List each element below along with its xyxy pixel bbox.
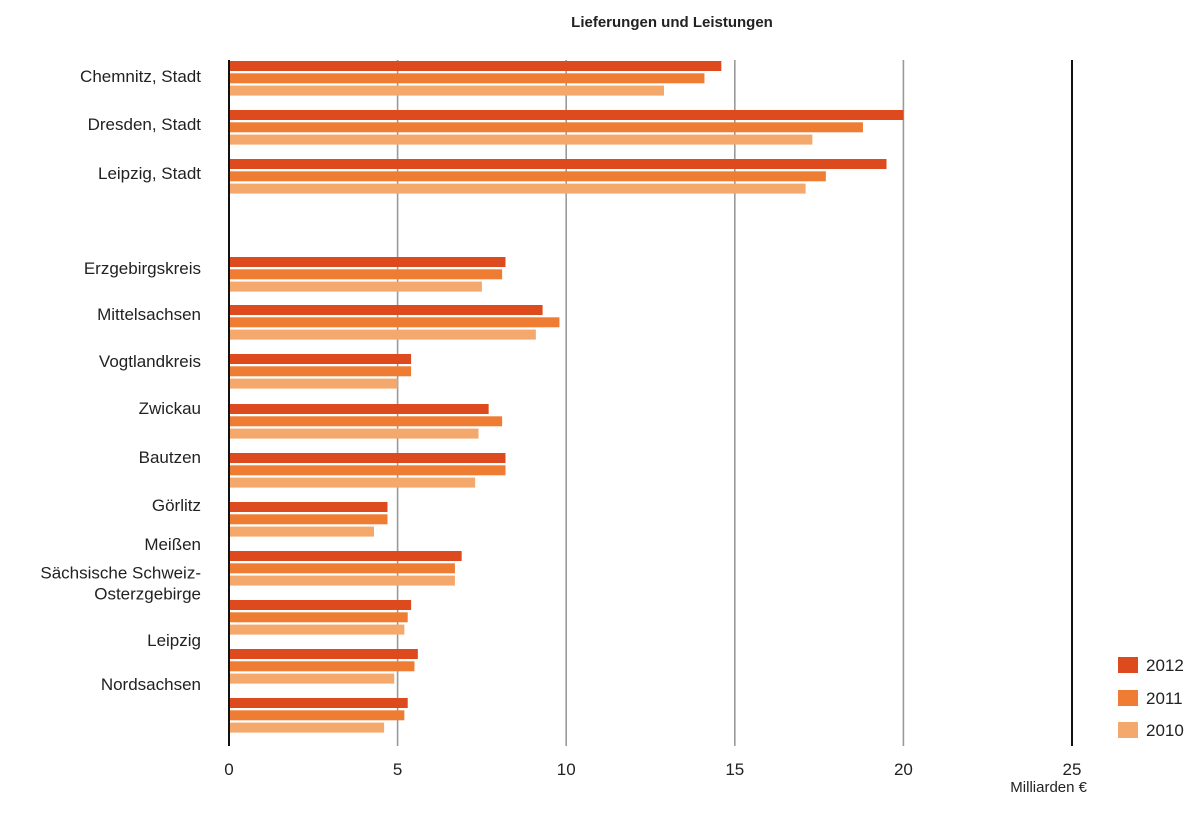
bar-2012 — [229, 698, 408, 708]
bar-2011 — [229, 366, 412, 377]
bar-2012 — [229, 159, 887, 169]
x-tick-label: 20 — [894, 760, 913, 779]
legend-label-2011: 2011 — [1146, 689, 1183, 708]
category-label: Bautzen — [139, 448, 201, 467]
bar-2012 — [229, 354, 412, 364]
bar-2010 — [229, 183, 806, 194]
bar-2012 — [229, 649, 418, 659]
bar-2010 — [229, 673, 395, 684]
bar-2010 — [229, 722, 385, 733]
bar-2010 — [229, 85, 664, 96]
bar-2011 — [229, 710, 405, 721]
bar-2011 — [229, 612, 408, 623]
bar-2011 — [229, 269, 503, 280]
bar-2010 — [229, 134, 813, 145]
bar-2012 — [229, 404, 489, 414]
bar-2012 — [229, 305, 543, 315]
bars-layer — [229, 61, 904, 733]
bar-2010 — [229, 624, 405, 635]
bar-2011 — [229, 661, 415, 672]
bar-2012 — [229, 551, 462, 561]
category-label: Chemnitz, Stadt — [80, 67, 201, 86]
category-label: Erzgebirgskreis — [84, 259, 201, 278]
legend-label-2012: 2012 — [1146, 656, 1184, 675]
category-label: Mittelsachsen — [97, 305, 201, 324]
bar-2010 — [229, 575, 455, 586]
category-label: Dresden, Stadt — [88, 115, 202, 134]
bar-2012 — [229, 61, 722, 71]
legend-label-2010: 2010 — [1146, 721, 1184, 740]
category-label: Görlitz — [152, 496, 201, 515]
category-label: Zwickau — [139, 399, 201, 418]
bar-2012 — [229, 600, 412, 610]
x-tick-label: 10 — [557, 760, 576, 779]
category-labels: Chemnitz, Stadt Dresden, Stadt Leipzig, St… — [40, 67, 201, 694]
x-tick-labels: 0 5 10 15 20 25 — [224, 760, 1081, 779]
category-label: Leipzig — [147, 631, 201, 650]
category-label: Nordsachsen — [101, 675, 201, 694]
bar-2011 — [229, 416, 503, 427]
x-tick-label: 5 — [393, 760, 402, 779]
x-tick-label: 25 — [1063, 760, 1082, 779]
bar-2010 — [229, 428, 479, 439]
legend-swatch-2011 — [1118, 690, 1138, 706]
bar-2011 — [229, 171, 826, 182]
chart-title: Lieferungen und Leistungen — [571, 14, 773, 31]
x-tick-label: 0 — [224, 760, 233, 779]
bar-2010 — [229, 526, 374, 537]
bar-2012 — [229, 453, 506, 463]
bar-2010 — [229, 477, 476, 488]
bar-2012 — [229, 502, 388, 512]
bar-2010 — [229, 329, 536, 340]
bar-2010 — [229, 281, 482, 292]
legend: 2012 2011 2010 — [1118, 656, 1184, 740]
bar-2011 — [229, 73, 705, 84]
category-label: Meißen — [144, 535, 201, 554]
bar-2010 — [229, 378, 398, 389]
bar-2012 — [229, 110, 904, 120]
bar-2011 — [229, 317, 560, 328]
bar-2011 — [229, 465, 506, 476]
category-label: Vogtlandkreis — [99, 352, 201, 371]
category-label: Leipzig, Stadt — [98, 164, 201, 183]
bar-2012 — [229, 257, 506, 267]
bar-2011 — [229, 563, 455, 574]
legend-swatch-2010 — [1118, 722, 1138, 738]
bar-2011 — [229, 514, 388, 525]
category-label: Sächsische Schweiz-Osterzgebirge — [40, 564, 201, 604]
x-axis-title: Milliarden € — [1010, 779, 1087, 796]
axis-layer — [228, 60, 1073, 746]
bar-2011 — [229, 122, 863, 133]
legend-swatch-2012 — [1118, 657, 1138, 673]
x-tick-label: 15 — [725, 760, 744, 779]
